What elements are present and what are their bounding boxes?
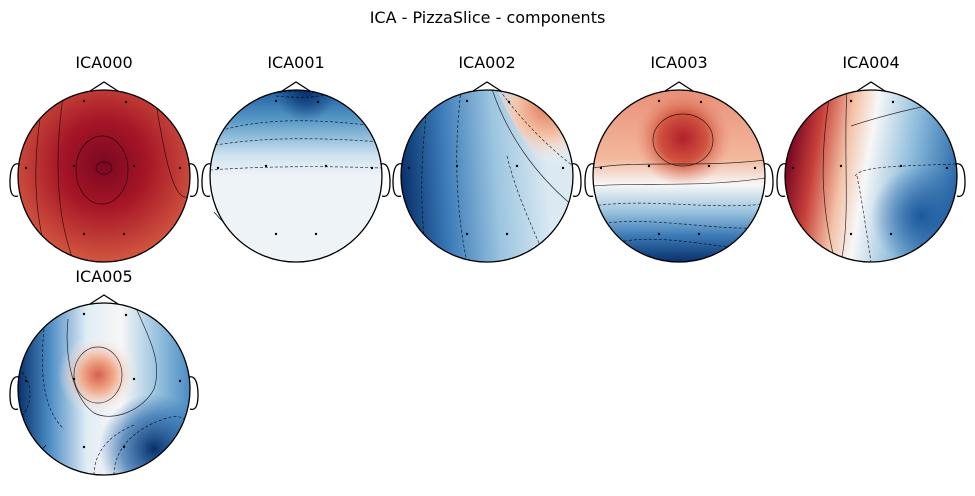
figure-title: ICA - PizzaSlice - components <box>369 8 606 27</box>
nose-marker <box>281 81 311 92</box>
component-title: ICA000 <box>75 53 133 72</box>
nose-marker <box>664 81 694 92</box>
sensor-markers <box>791 99 949 236</box>
head-outline <box>592 89 766 263</box>
sensor-markers <box>216 99 374 236</box>
component-title: ICA005 <box>75 267 133 286</box>
head-outline <box>17 302 191 476</box>
nose-marker <box>89 294 119 305</box>
component-title: ICA004 <box>842 53 900 72</box>
right-ear <box>955 163 966 198</box>
left-ear <box>9 163 20 198</box>
topomap-ica002 <box>392 81 582 263</box>
sensor-markers <box>599 99 757 236</box>
sensor-markers <box>407 99 565 236</box>
component-title: ICA002 <box>458 53 516 72</box>
sensor-markers <box>24 99 182 236</box>
topomap-ica004 <box>776 81 966 263</box>
head-outline <box>784 89 958 263</box>
left-ear <box>9 376 20 411</box>
topomap-ica005 <box>9 294 199 476</box>
right-ear <box>188 376 199 411</box>
nose-marker <box>89 81 119 92</box>
left-ear <box>584 163 595 198</box>
right-ear <box>571 163 582 198</box>
right-ear <box>188 163 199 198</box>
left-ear <box>392 163 403 198</box>
topomap-ica000 <box>9 81 199 263</box>
topomap-ica003 <box>584 81 774 263</box>
right-ear <box>380 163 391 198</box>
head-outline <box>17 89 191 263</box>
nose-marker <box>856 81 886 92</box>
nose-marker <box>472 81 502 92</box>
head-outline <box>209 89 383 263</box>
left-ear <box>201 163 212 198</box>
topomap-field <box>18 90 190 262</box>
sensor-markers <box>24 312 182 449</box>
head-outline <box>400 89 574 263</box>
component-title: ICA001 <box>267 53 325 72</box>
topomap-ica001 <box>201 81 391 263</box>
left-ear <box>776 163 787 198</box>
component-title: ICA003 <box>650 53 708 72</box>
right-ear <box>763 163 774 198</box>
